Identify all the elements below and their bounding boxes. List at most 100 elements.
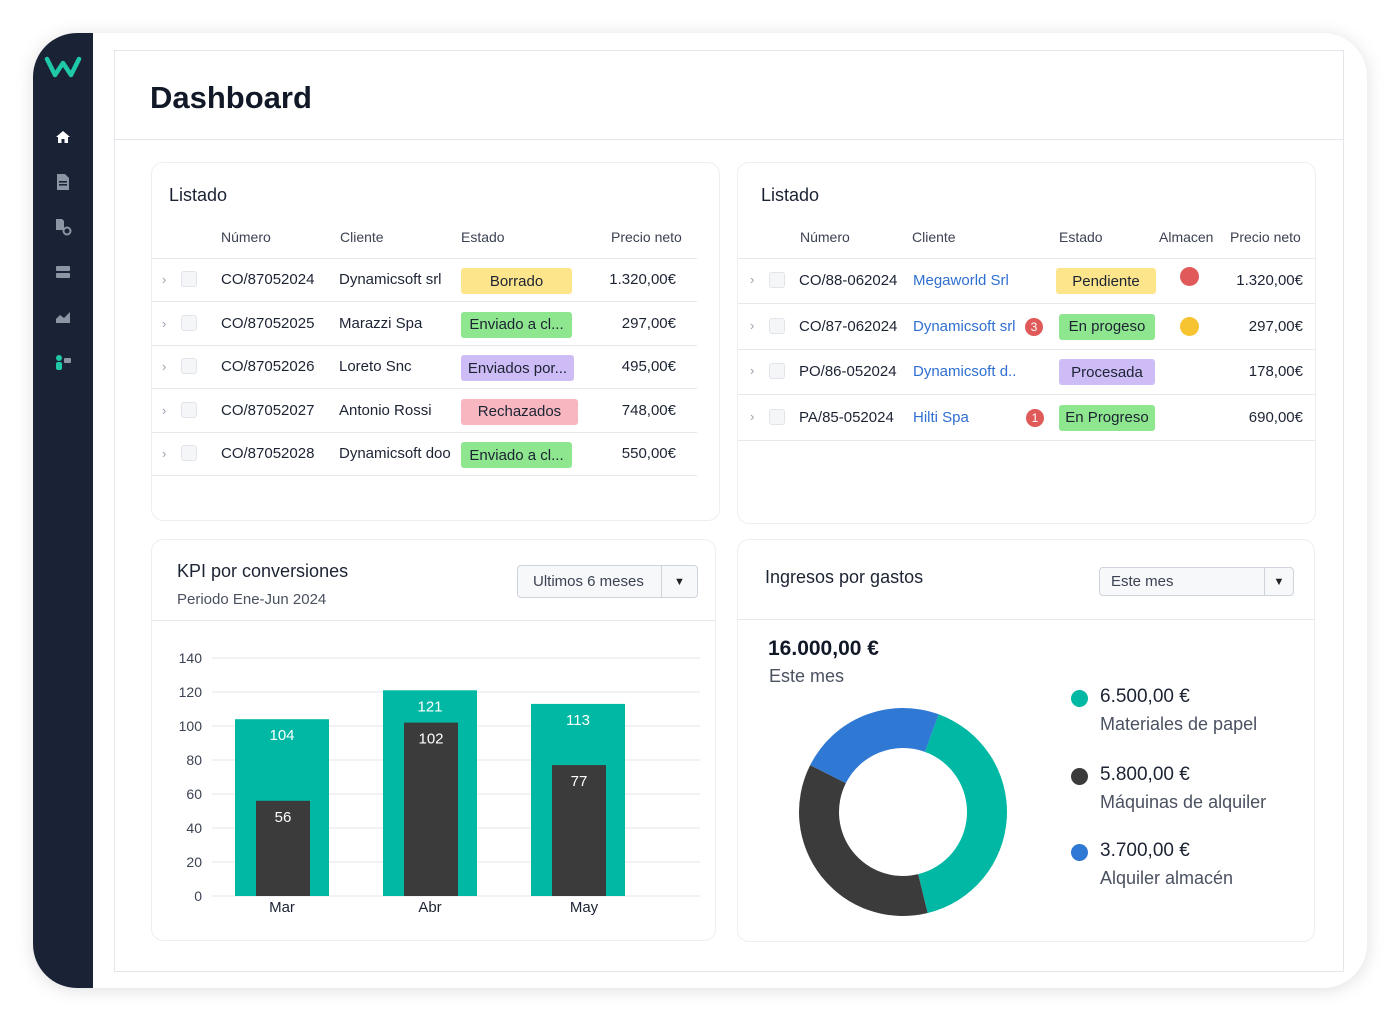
cell-cliente-link[interactable]: Dynamicsoft d.. (913, 363, 1017, 380)
table-row[interactable]: › CO/87052027 Antonio Rossi Rechazados 748,0… (152, 390, 697, 433)
y-tick-label: 120 (179, 684, 203, 700)
cell-precio: 690,00€ (1248, 408, 1303, 426)
bar-outer-label: 113 (566, 712, 590, 729)
cell-numero: CO/88-062024 (799, 272, 898, 289)
column-header-cliente[interactable]: Cliente (912, 229, 956, 245)
bar-inner[interactable] (404, 722, 458, 896)
cell-cliente-link[interactable]: Megaworld Srl (913, 272, 1009, 289)
divider (152, 258, 697, 259)
table-row[interactable]: › CO/87052028 Dynamicsoft doo Enviado a cl.… (152, 433, 697, 476)
person-icon[interactable] (53, 352, 73, 372)
total-label: Este mes (769, 666, 845, 686)
logo-icon (44, 56, 82, 78)
column-header-precio[interactable]: Precio neto (1230, 229, 1301, 245)
kpi-bar-chart: 0 20 40 60 80 100 120 140 104 56 Mar 121 102 Abr 113 77… (179, 650, 700, 916)
period-select[interactable]: Ultimos 6 meses ▼ (517, 565, 698, 598)
legend-value: 3.700,00 € (1100, 840, 1190, 861)
bar-inner-label: 102 (418, 731, 443, 748)
cell-numero: CO/87052025 (221, 314, 315, 332)
cell-numero: PO/86-052024 (799, 363, 897, 380)
row-checkbox[interactable] (181, 271, 197, 287)
divider (738, 619, 1314, 620)
chevron-right-icon[interactable]: › (750, 408, 755, 424)
period-select-value: Ultimos 6 meses (533, 573, 644, 590)
row-checkbox[interactable] (769, 363, 785, 379)
table-row[interactable]: › PA/85-052024 Hilti Spa 1 En Progreso 690,00… (738, 396, 1315, 441)
chevron-right-icon[interactable]: › (162, 402, 167, 418)
list-card-1: Listado Número Cliente Estado Precio net… (151, 162, 720, 521)
legend-dot (1071, 768, 1088, 785)
cell-precio: 550,00€ (621, 445, 676, 462)
chevron-right-icon[interactable]: › (162, 446, 167, 461)
row-checkbox[interactable] (181, 314, 197, 331)
bar-inner[interactable] (256, 800, 310, 896)
cell-cliente: Antonio Rossi (339, 401, 432, 419)
legend-label: Máquinas de alquiler (1100, 792, 1267, 812)
donut-slice[interactable] (810, 708, 939, 784)
chevron-right-icon[interactable]: › (162, 315, 167, 331)
cell-cliente: Loreto Snc (339, 358, 412, 375)
cell-cliente: Dynamicsoft doo (339, 445, 451, 462)
chevron-right-icon[interactable]: › (750, 363, 755, 378)
donut-slice[interactable] (799, 765, 928, 916)
status-badge: Rechazados (461, 398, 578, 425)
bar-outer-label: 121 (417, 698, 442, 715)
table-row[interactable]: › CO/87-062024 Dynamicsoft srl 3 En progeso 2… (738, 305, 1315, 350)
inbox-icon[interactable] (53, 262, 73, 282)
table-row[interactable]: › CO/88-062024 Megaworld Srl Pendiente 1.320… (738, 259, 1315, 304)
y-tick-label: 0 (194, 888, 202, 904)
cell-cliente-link[interactable]: Hilti Spa (913, 408, 969, 426)
settings-file-icon[interactable] (53, 217, 73, 237)
column-header-precio[interactable]: Precio neto (611, 229, 682, 245)
chevron-right-icon[interactable]: › (162, 272, 167, 287)
bar-inner[interactable] (552, 765, 606, 896)
status-badge: En Progreso (1059, 404, 1155, 431)
y-tick-label: 140 (179, 650, 203, 666)
page-title: Dashboard (150, 80, 312, 115)
row-checkbox[interactable] (769, 272, 785, 288)
total-amount: 16.000,00 € (768, 637, 879, 660)
y-tick-label: 80 (186, 752, 202, 768)
cell-cliente-link[interactable]: Dynamicsoft srl (913, 317, 1016, 335)
column-header-almacen[interactable]: Almacen (1159, 229, 1214, 245)
notification-count: 1 (1026, 408, 1044, 427)
chevron-right-icon[interactable]: › (750, 317, 755, 333)
column-header-estado[interactable]: Estado (1059, 229, 1103, 245)
chevron-down-icon[interactable]: ▼ (661, 566, 697, 597)
column-header-cliente[interactable]: Cliente (340, 229, 384, 245)
cell-precio: 297,00€ (621, 314, 676, 332)
legend-dot (1071, 844, 1088, 861)
chart-line-icon[interactable] (53, 307, 73, 327)
y-tick-label: 40 (186, 820, 202, 836)
document-icon[interactable] (53, 172, 73, 192)
row-checkbox[interactable] (181, 401, 197, 418)
kpi-card: KPI por conversiones Periodo Ene-Jun 202… (151, 539, 716, 941)
column-header-estado[interactable]: Estado (461, 229, 505, 245)
bar-inner-label: 77 (571, 773, 588, 790)
month-select[interactable]: Este mes ▼ (1099, 567, 1294, 596)
table-row[interactable]: › PO/86-052024 Dynamicsoft d.. Procesada 178… (738, 350, 1315, 395)
row-checkbox[interactable] (181, 358, 197, 374)
column-header-numero[interactable]: Número (221, 229, 271, 245)
chevron-right-icon[interactable]: › (162, 359, 167, 374)
expenses-card: Ingresos por gastos Este mes ▼ 16.000,00… (737, 539, 1315, 942)
app-frame: Dashboard Listado Número Cliente Estado … (33, 33, 1367, 988)
home-icon[interactable] (53, 127, 73, 147)
cell-numero: CO/87052026 (221, 358, 315, 375)
chevron-down-icon[interactable]: ▼ (1264, 568, 1293, 595)
column-header-numero[interactable]: Número (800, 229, 850, 245)
expenses-title: Ingresos por gastos (765, 567, 924, 587)
table-row[interactable]: › CO/87052024 Dynamicsoft srl Borrado 1.320,… (152, 259, 697, 302)
chevron-right-icon[interactable]: › (750, 272, 755, 287)
expenses-donut-chart (799, 708, 1007, 916)
kpi-title: KPI por conversiones (177, 561, 349, 581)
row-checkbox[interactable] (769, 408, 785, 425)
table-row[interactable]: › CO/87052025 Marazzi Spa Enviado a cl... 29… (152, 303, 697, 346)
row-checkbox[interactable] (181, 445, 197, 461)
table-row[interactable]: › CO/87052026 Loreto Snc Enviados por... 495… (152, 346, 697, 389)
donut-slice[interactable] (918, 714, 1007, 914)
status-badge: Procesada (1059, 359, 1155, 385)
warehouse-status-dot (1180, 316, 1199, 336)
row-checkbox[interactable] (769, 317, 785, 334)
cell-precio: 748,00€ (621, 401, 676, 419)
